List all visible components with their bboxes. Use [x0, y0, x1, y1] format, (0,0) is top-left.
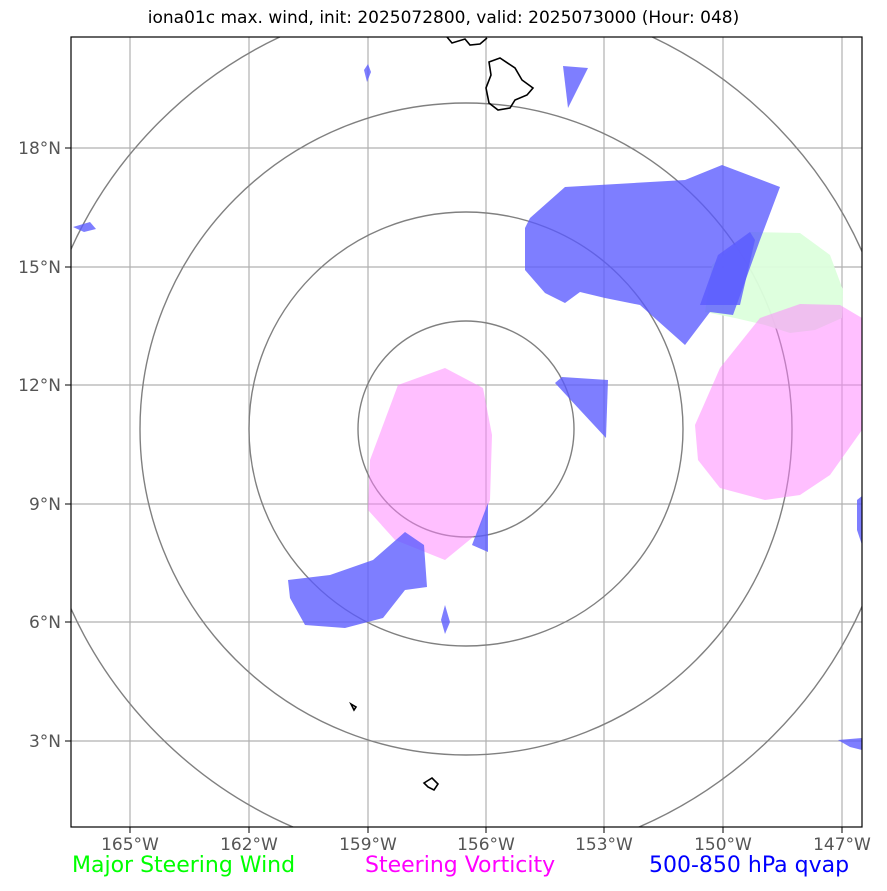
- qvap-area-top-1: [563, 66, 588, 108]
- lat-label-9: 9°N: [29, 495, 61, 515]
- longitude-labels: 165°W 162°W 159°W 156°W 153°W 150°W 147°…: [101, 835, 871, 855]
- lon-label-162: 162°W: [220, 835, 278, 855]
- plot-frame: [70, 36, 863, 828]
- qvap-area-west: [73, 222, 96, 232]
- lat-label-6: 6°N: [29, 613, 61, 633]
- qvap-area-mid: [555, 377, 608, 438]
- lon-label-150: 150°W: [694, 835, 752, 855]
- legend-steering-vorticity: Steering Vorticity: [365, 853, 556, 878]
- vorticity-area-east: [695, 304, 862, 500]
- legend-major-steering-wind: Major Steering Wind: [72, 853, 296, 878]
- vorticity-area-center: [368, 368, 492, 560]
- latitude-labels: 18°N 15°N 12°N 9°N 6°N 3°N: [18, 139, 61, 752]
- qvap-area-edge-east: [857, 496, 862, 545]
- qvap-area-top-2: [364, 64, 371, 82]
- lon-label-165: 165°W: [101, 835, 159, 855]
- lon-label-159: 159°W: [339, 835, 397, 855]
- lon-label-153: 153°W: [575, 835, 633, 855]
- range-ring-2: [248, 211, 684, 647]
- lon-label-156: 156°W: [457, 835, 515, 855]
- tick-marks: [65, 147, 843, 833]
- coast-atoll-2: [422, 776, 440, 792]
- map-title: iona01c max. wind, init: 2025072800, val…: [147, 8, 740, 28]
- qvap-areas: [73, 64, 862, 750]
- lon-label-147: 147°W: [813, 835, 871, 855]
- qvap-area-edge-south: [838, 738, 862, 750]
- coast-atoll-1: [349, 701, 358, 712]
- coast-big-island: [485, 57, 535, 111]
- coastlines: [349, 37, 535, 792]
- legend-qvap: 500-850 hPa qvap: [649, 853, 850, 878]
- lat-label-12: 12°N: [18, 376, 61, 396]
- lat-label-3: 3°N: [29, 732, 61, 752]
- lat-label-18: 18°N: [18, 139, 61, 159]
- qvap-area-east: [700, 232, 755, 305]
- coast-maui: [446, 37, 488, 46]
- qvap-area-small-2: [441, 605, 450, 634]
- lat-label-15: 15°N: [18, 258, 61, 278]
- steering-vorticity-areas: [368, 304, 862, 560]
- qvap-area-small-1: [472, 503, 488, 552]
- qvap-area-southwest: [288, 532, 427, 628]
